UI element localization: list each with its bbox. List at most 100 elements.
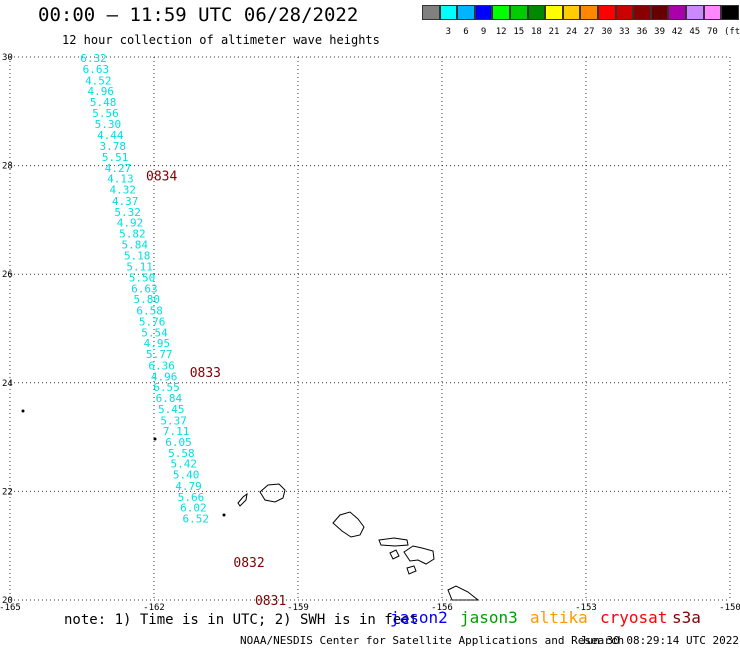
wave-height-value: 5.37: [160, 414, 187, 427]
legend-label: 42: [671, 27, 683, 37]
legend-label: 39: [654, 27, 666, 37]
legend-label: 33: [618, 27, 630, 37]
legend-label: 70: [706, 27, 718, 37]
wave-height-value: 4.52: [85, 74, 112, 87]
footer-note: note: 1) Time is in UTC; 2) SWH is in fe…: [64, 612, 419, 628]
legend-label: 3: [445, 27, 452, 37]
wave-height-value: 5.54: [141, 326, 168, 339]
wave-height-value: 5.42: [171, 458, 198, 471]
footer-timestamp: Jun 30 08:29:14 UTC 2022: [580, 634, 739, 647]
time-annotation: 0833: [190, 366, 221, 381]
legend-swatch: [545, 5, 563, 20]
wave-height-value: 5.18: [124, 250, 151, 263]
wave-height-value: 6.84: [156, 392, 183, 405]
x-tick-label: -165: [0, 603, 21, 613]
legend-label: 12: [495, 27, 507, 37]
wave-height-value: 3.78: [99, 140, 126, 153]
legend-swatch: [457, 5, 475, 20]
legend-swatch: [685, 5, 704, 20]
legend-label: 9: [480, 27, 487, 37]
y-tick-label: 24: [2, 379, 13, 389]
wave-height-value: 6.36: [148, 359, 175, 372]
y-tick-label: 22: [2, 487, 13, 497]
legend-label: 36: [636, 27, 648, 37]
coastline-maui: [403, 545, 435, 565]
legend-label: 18: [530, 27, 542, 37]
wave-height-labels: 6.326.634.524.965.485.565.304.443.785.51…: [80, 52, 209, 525]
satellite-name: altika: [530, 608, 588, 627]
island-dot-3: [222, 513, 226, 517]
legend-swatch: [615, 5, 634, 20]
wave-height-value: 4.13: [107, 173, 134, 186]
coastline-hawaii: [447, 585, 480, 601]
wave-height-value: 5.76: [139, 315, 166, 328]
grid-lines: [9, 56, 731, 601]
wave-height-value: 4.92: [117, 217, 144, 230]
coastline-oahu: [332, 511, 365, 538]
legend-swatch: [668, 5, 686, 20]
wave-height-value: 5.56: [92, 107, 119, 120]
wave-height-value: 5.66: [178, 491, 205, 504]
wave-height-value: 4.27: [105, 162, 132, 175]
coastline-molokai: [378, 537, 409, 547]
legend-swatch: [721, 5, 739, 20]
x-tick-label: -162: [143, 603, 165, 613]
legend-label: 30: [601, 27, 613, 37]
x-tick-label: -150: [719, 603, 740, 613]
time-annotation: 0832: [233, 556, 264, 571]
wave-height-value: 5.50: [129, 271, 156, 284]
island-dot-1: [21, 409, 25, 413]
wave-height-value: 5.48: [90, 96, 117, 109]
x-tick-label: -156: [431, 603, 453, 613]
legend-swatch: [650, 5, 669, 20]
y-tick-label: 26: [2, 270, 13, 280]
legend-swatch: [527, 5, 546, 20]
wave-height-value: 6.63: [83, 63, 110, 76]
wave-height-value: 4.37: [112, 195, 139, 208]
chart-title: 00:00 – 11:59 UTC 06/28/2022: [38, 4, 359, 26]
coastlines: [21, 409, 480, 601]
legend-unit: (ft): [723, 27, 740, 37]
coastline-lanai: [389, 549, 400, 560]
wave-height-value: 4.44: [97, 129, 124, 142]
x-tick-label: -153: [575, 603, 597, 613]
wave-height-value: 6.52: [183, 513, 210, 526]
legend-label: 45: [689, 27, 701, 37]
time-annotation: 0834: [146, 169, 177, 184]
wave-height-value: 5.51: [102, 151, 129, 164]
x-tick-label: -159: [287, 603, 309, 613]
legend-swatch: [703, 5, 722, 20]
wave-height-value: 4.79: [175, 480, 202, 493]
satellite-name: jason2: [390, 608, 448, 627]
time-annotations: 0834 0833 0832 0831: [146, 169, 286, 609]
wave-height-value: 4.96: [151, 370, 178, 383]
wave-height-value: 5.80: [134, 293, 161, 306]
wave-height-value: 5.58: [168, 447, 195, 460]
wave-height-value: 6.58: [136, 305, 163, 318]
legend-label: 24: [566, 27, 578, 37]
wave-height-value: 6.05: [165, 436, 192, 449]
coastline-kahoolawe: [406, 565, 417, 575]
island-dot-2: [153, 437, 157, 441]
satellite-name: s3a: [672, 608, 701, 627]
wave-height-value: 5.84: [122, 238, 149, 251]
x-tick-labels: -165 -162 -159 -156 -153 -150: [0, 603, 740, 613]
wave-height-value: 6.02: [180, 502, 207, 515]
time-annotation: 0831: [255, 594, 286, 609]
satellite-name: jason3: [460, 608, 518, 627]
chart-subtitle: 12 hour collection of altimeter wave hei…: [62, 33, 380, 47]
legend-label: 27: [583, 27, 595, 37]
wave-height-value: 4.96: [87, 85, 114, 98]
wave-height-value: 5.82: [119, 227, 146, 240]
y-tick-labels: 20 22 24 26 28 30: [2, 53, 13, 606]
wave-height-value: 5.30: [95, 118, 122, 131]
wave-height-value: 5.77: [146, 348, 173, 361]
wave-height-value: 5.32: [114, 206, 141, 219]
legend-swatch: [422, 5, 440, 20]
wave-height-value: 6.63: [131, 282, 158, 295]
wave-height-value: 5.40: [173, 469, 200, 482]
legend-swatch: [474, 5, 493, 20]
